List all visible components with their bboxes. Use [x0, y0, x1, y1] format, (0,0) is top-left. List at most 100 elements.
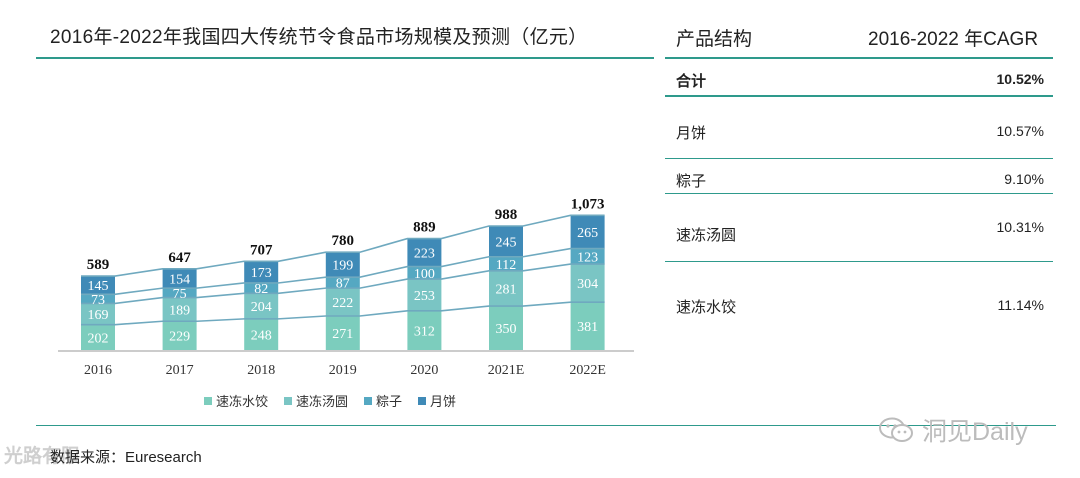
- legend-label: 粽子: [376, 394, 403, 409]
- chart-title: 2016年-2022年我国四大传统节令食品市场规模及预测（亿元）: [50, 27, 588, 48]
- bar-segment: [244, 261, 279, 283]
- series-connector-line: [81, 214, 605, 277]
- bar-segment: [570, 264, 605, 303]
- bar-value-label: 145: [88, 279, 109, 294]
- bar-total-label: 647: [168, 250, 191, 266]
- table-row-mooncake-value: 10.57%: [996, 123, 1044, 139]
- x-tick-label: 2018: [247, 363, 275, 378]
- bar-total-label: 707: [250, 242, 273, 258]
- bar-segment: [325, 315, 360, 350]
- title-underline: [36, 57, 654, 59]
- bar-segment: [407, 238, 442, 267]
- bar-value-label: 202: [88, 331, 109, 346]
- bar-value-label: 281: [496, 282, 517, 297]
- bar-total-label: 1,073: [571, 196, 605, 212]
- table-header-cagr: 2016-2022 年CAGR: [868, 29, 1039, 50]
- table-row-dumpling-label: 速冻水饺: [676, 299, 737, 316]
- bar-segment: [162, 268, 197, 289]
- table-row-total-label: 合计: [676, 73, 707, 90]
- legend-item: 月饼: [418, 391, 456, 410]
- bar-value-label: 245: [496, 235, 517, 250]
- x-tick-label: 2020: [410, 363, 438, 378]
- table-row-zongzi-label: 粽子: [676, 173, 707, 190]
- bar-segment: [570, 302, 605, 350]
- bar-value-label: 381: [577, 320, 598, 335]
- legend-label: 月饼: [430, 394, 457, 409]
- table-header-product: 产品结构: [676, 29, 753, 50]
- bar-value-label: 169: [88, 308, 109, 323]
- bar-segment: [407, 279, 442, 311]
- bar-total-label: 589: [87, 257, 110, 273]
- bar-segment: [489, 256, 523, 271]
- watermark-right: 洞见Daily: [878, 412, 1028, 448]
- bar-segment: [489, 306, 523, 350]
- legend-label: 速冻水饺: [215, 394, 268, 409]
- table-row-mooncake-label: 月饼: [676, 125, 707, 142]
- x-tick-label: 2017: [166, 363, 194, 378]
- legend-item: 粽子: [364, 391, 402, 410]
- table-header-rule: [665, 57, 1053, 59]
- bar-segment: [81, 294, 115, 304]
- table-row-divider: [665, 193, 1053, 194]
- bar-value-label: 112: [496, 258, 516, 273]
- chart-bottom-rule: [36, 425, 1056, 426]
- bar-value-label: 199: [332, 259, 353, 274]
- bar-segment: [81, 303, 115, 325]
- bar-value-label: 271: [332, 327, 353, 342]
- bar-value-label: 253: [414, 289, 435, 304]
- bar-segment: [162, 321, 197, 350]
- watermark-right-text: 洞见Daily: [922, 418, 1028, 446]
- bar-segment: [407, 266, 442, 280]
- table-row-zongzi-value: 9.10%: [1004, 171, 1044, 187]
- bar-segment: [162, 288, 197, 298]
- table-row-divider: [665, 95, 1053, 97]
- bar-value-label: 75: [173, 287, 187, 302]
- bar-value-label: 82: [254, 282, 268, 297]
- bar-segment: [325, 277, 360, 289]
- bar-value-label: 265: [577, 226, 598, 241]
- bar-value-label: 223: [414, 247, 435, 262]
- legend-swatch: [283, 396, 292, 405]
- bar-value-label: 350: [496, 322, 517, 337]
- bar-value-label: 189: [169, 303, 190, 318]
- bar-total-label: 889: [413, 220, 436, 236]
- bar-segment: [489, 270, 523, 307]
- bar-value-label: 222: [332, 296, 353, 311]
- watermark-left: 光路有限: [4, 441, 80, 468]
- table-row-divider: [665, 261, 1053, 262]
- bar-value-label: 204: [251, 300, 272, 315]
- bar-segment: [244, 282, 279, 294]
- legend-label: 速冻汤圆: [295, 394, 348, 409]
- table-row-dumpling-value: 11.14%: [997, 297, 1044, 313]
- bar-segment: [570, 248, 605, 265]
- chart-legend: 速冻水饺 速冻汤圆 粽子 月饼: [0, 391, 660, 410]
- bar-value-label: 123: [577, 250, 598, 265]
- legend-swatch: [203, 396, 212, 405]
- table-row-tangyuan-value: 10.31%: [996, 219, 1044, 235]
- bar-segment: [325, 252, 360, 278]
- legend-swatch: [418, 396, 427, 405]
- bar-value-label: 100: [414, 267, 435, 282]
- bar-value-label: 229: [169, 330, 190, 345]
- legend-swatch: [364, 396, 372, 405]
- bar-value-label: 87: [336, 277, 350, 292]
- bar-segment: [244, 318, 279, 350]
- x-tick-label: 2022E: [569, 363, 606, 378]
- bar-value-label: 154: [169, 272, 190, 287]
- bar-value-label: 312: [414, 324, 435, 339]
- bar-value-label: 304: [577, 277, 598, 292]
- x-tick-label: 2019: [329, 363, 357, 378]
- bar-total-label: 780: [332, 233, 355, 249]
- x-tick-label: 2016: [84, 363, 112, 378]
- legend-item: 速冻汤圆: [283, 391, 348, 410]
- bar-segment: [81, 276, 115, 295]
- bar-segment: [325, 288, 360, 316]
- table-row-divider: [665, 158, 1053, 159]
- bar-segment: [162, 297, 197, 322]
- series-connector-line: [81, 247, 605, 296]
- bar-segment: [407, 310, 442, 350]
- data-source: 数据来源：Euresearch: [50, 449, 202, 466]
- wechat-icon: [879, 417, 913, 442]
- bar-total-label: 988: [495, 207, 518, 223]
